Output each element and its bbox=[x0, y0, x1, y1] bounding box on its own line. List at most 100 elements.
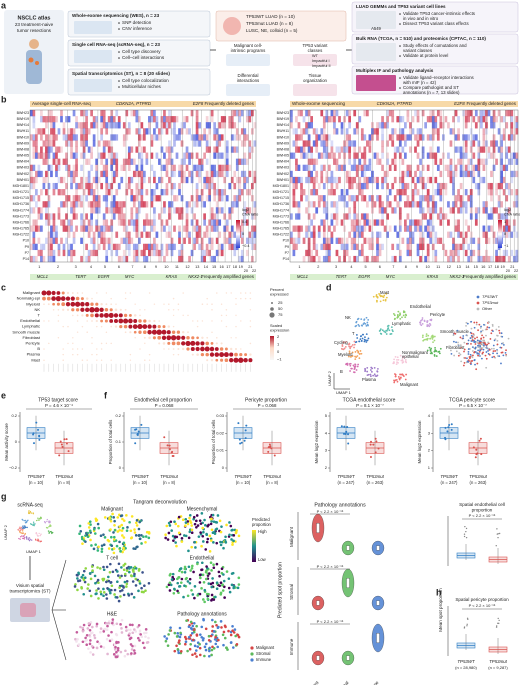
spot bbox=[198, 642, 201, 646]
heatmap-cell bbox=[295, 243, 298, 251]
umap-point bbox=[452, 340, 455, 343]
point bbox=[244, 437, 247, 440]
heatmap-cell bbox=[188, 128, 191, 135]
umap-point bbox=[49, 525, 51, 528]
heatmap-cell bbox=[297, 213, 301, 220]
heatmap-cell bbox=[105, 225, 109, 232]
heatmap-cell bbox=[338, 152, 341, 159]
umap-point bbox=[495, 328, 498, 331]
heatmap-cell bbox=[82, 110, 86, 117]
heatmap-cell bbox=[393, 128, 397, 135]
heatmap-cell bbox=[57, 207, 61, 214]
heatmap-cell bbox=[130, 189, 134, 196]
label: P = 0.068 bbox=[155, 403, 174, 408]
heatmap-cell bbox=[406, 116, 410, 123]
spot bbox=[190, 528, 194, 532]
heatmap-cell bbox=[421, 164, 425, 171]
heatmap-cell bbox=[411, 176, 415, 184]
spot bbox=[99, 534, 103, 538]
spot bbox=[178, 626, 182, 630]
spot bbox=[137, 527, 141, 531]
heatmap-cell bbox=[173, 225, 176, 232]
heatmap-cell bbox=[310, 249, 313, 257]
heatmap-cell bbox=[315, 243, 319, 251]
label: Frequently amplified genes bbox=[463, 274, 517, 279]
heatmap-cell bbox=[35, 255, 38, 263]
expression-dot bbox=[62, 353, 64, 356]
heatmap-cell bbox=[416, 225, 420, 232]
spot bbox=[89, 651, 92, 654]
heatmap-cell bbox=[223, 213, 227, 220]
legend-colorbar bbox=[236, 220, 240, 248]
umap-point bbox=[25, 536, 28, 539]
label: 0.03 bbox=[216, 413, 225, 418]
heatmap-cell bbox=[253, 213, 257, 220]
heatmap-cell bbox=[457, 225, 460, 232]
spot bbox=[225, 646, 228, 650]
heatmap-cell bbox=[358, 219, 362, 226]
point bbox=[479, 437, 482, 440]
legend-key bbox=[476, 295, 480, 299]
heatmap-cell bbox=[40, 116, 43, 123]
heatmap-cell bbox=[376, 158, 379, 165]
expression-dot bbox=[206, 303, 208, 305]
umap-point bbox=[38, 517, 41, 520]
expression-dot bbox=[114, 308, 118, 312]
heatmap-cell bbox=[312, 231, 316, 238]
heatmap-cell bbox=[429, 225, 433, 232]
label: Stromal bbox=[335, 680, 350, 685]
heatmap-cell bbox=[37, 207, 41, 214]
umap-point bbox=[359, 338, 362, 340]
label: BWH11 bbox=[17, 129, 29, 133]
heatmap-cell bbox=[55, 164, 58, 171]
heatmap-cell bbox=[32, 231, 36, 238]
spot bbox=[184, 642, 187, 646]
panel-label: c bbox=[1, 282, 6, 292]
heatmap-cell bbox=[325, 243, 329, 251]
spot bbox=[201, 526, 204, 530]
label: Frequently deleted genes bbox=[204, 101, 254, 106]
heatmap-cell bbox=[315, 176, 319, 184]
heatmap-cell bbox=[90, 146, 93, 153]
spot bbox=[121, 526, 125, 530]
heatmap-cell bbox=[366, 140, 369, 147]
umap-point bbox=[458, 352, 461, 355]
heatmap-cell bbox=[210, 219, 214, 226]
heatmap-cell bbox=[457, 189, 460, 196]
legend-colorbar bbox=[498, 220, 502, 248]
spot bbox=[83, 580, 87, 584]
spot bbox=[116, 516, 120, 519]
spot bbox=[167, 521, 171, 525]
heatmap-cell bbox=[505, 207, 509, 214]
heatmap-cell bbox=[297, 207, 301, 214]
expression-dot bbox=[216, 292, 218, 294]
heatmap-cell bbox=[459, 182, 463, 190]
label: expression bbox=[270, 328, 289, 333]
umap-point bbox=[355, 321, 358, 324]
heatmap-cell bbox=[462, 134, 465, 141]
heatmap-cell bbox=[290, 152, 293, 159]
heatmap-cell bbox=[75, 164, 78, 171]
heatmap-cell bbox=[429, 237, 433, 244]
label: (n = 10) bbox=[236, 480, 251, 485]
heatmap-cell bbox=[297, 201, 301, 208]
spot bbox=[89, 621, 93, 624]
legend-colorbar bbox=[252, 530, 256, 562]
label: Validate ligand–receptor interactions bbox=[403, 75, 475, 80]
heatmap-cell bbox=[223, 122, 227, 129]
heatmap-cell bbox=[363, 237, 367, 244]
heatmap-cell bbox=[50, 170, 53, 178]
label: TP53 target score bbox=[38, 397, 78, 403]
heatmap-cell bbox=[307, 110, 311, 117]
spot bbox=[119, 550, 122, 553]
heatmap-cell bbox=[398, 189, 402, 196]
heatmap-cell bbox=[348, 122, 351, 129]
heatmap-cell bbox=[292, 225, 296, 232]
heatmap-cell bbox=[153, 170, 156, 178]
spot bbox=[206, 597, 210, 601]
label: CNA ratio bbox=[242, 213, 258, 217]
label: Myeloid bbox=[338, 352, 353, 357]
heatmap-cell bbox=[80, 219, 83, 226]
expression-dot bbox=[233, 357, 239, 363]
validation-icon bbox=[356, 43, 396, 61]
